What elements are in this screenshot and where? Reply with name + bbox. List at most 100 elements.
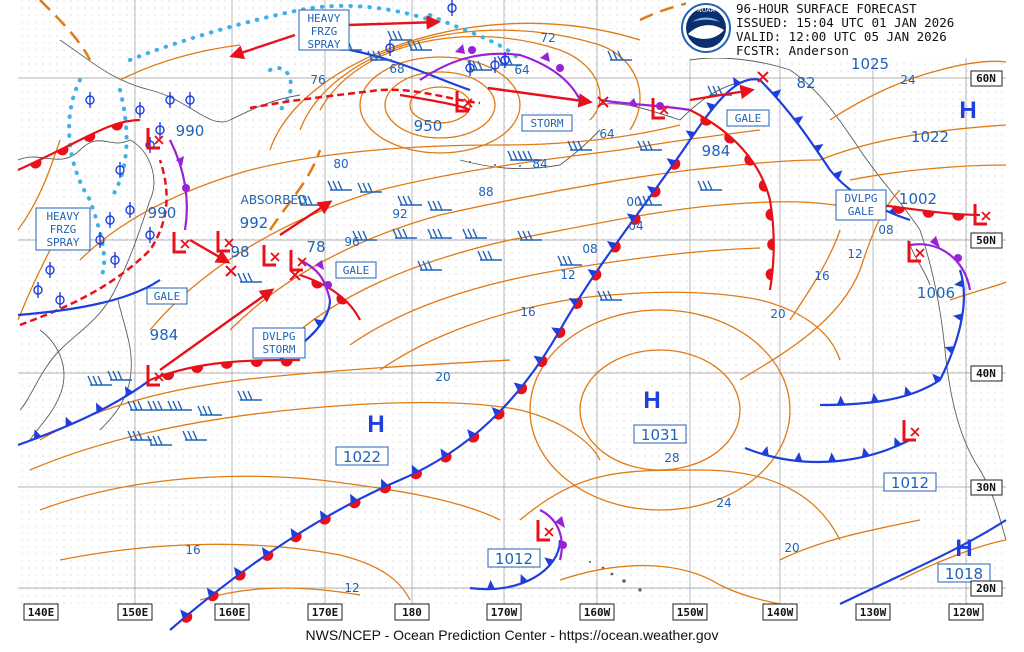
warm-fronts [17,93,981,382]
isobar-value: 00 [626,195,641,209]
lon-label: 180 [402,606,422,619]
lon-label: 140E [28,606,55,619]
logo-text: NOAA [697,7,715,14]
pressure-value: 990 [176,122,205,140]
isobar-value: 12 [560,268,575,282]
lat-label: 40N [976,367,996,380]
high-symbols: H H H H [367,97,976,562]
lon-label: 160E [219,606,246,619]
forecast-header: 96-HOUR SURFACE FORECAST ISSUED: 15:04 U… [686,0,1006,58]
pressure-value: 984 [150,326,179,344]
warning-label: GALE [343,264,370,277]
pressure-value: 98 [230,243,249,261]
isobar-value: 84 [532,157,547,171]
isobar-value: 24 [716,496,731,510]
isobar-value: 08 [878,223,893,237]
isobar-value: 1025 [851,55,889,73]
high-center-H: H [955,535,972,562]
low-center-L [651,98,669,120]
lon-label: 150E [122,606,149,619]
lon-label: 120W [953,606,980,619]
lon-label: 150W [677,606,704,619]
pressure-value: 1031 [641,426,679,444]
low-center-L [536,520,554,542]
isobar-value: 80 [333,157,348,171]
isobar-value: 16 [185,543,200,557]
header-issued: ISSUED: 15:04 UTC 01 JAN 2026 [736,15,954,30]
pressure-value: 1006 [917,284,955,302]
lon-label: 170E [312,606,339,619]
warning-label: DVLPG GALE [844,192,877,218]
isobar-labels: 72 64 64 68 76 80 84 88 92 96 00 04 08 08 12 12 16 16 16 20… [185,31,915,595]
low-center-L [146,128,164,150]
pressure-value: 1012 [891,474,929,492]
isobar-value: 92 [392,207,407,221]
coastlines [17,39,1007,541]
pressure-value: 1022 [911,128,949,146]
pressure-value: 1018 [945,565,983,583]
isobar-value: 68 [389,62,404,76]
isobar-value: 24 [900,73,915,87]
lat-label: 20N [976,582,996,595]
lat-label: 30N [976,481,996,494]
lon-label: 140W [767,606,794,619]
isobar-value: 08 [582,242,597,256]
low-center-L [172,232,190,254]
isobar-value: 64 [599,127,614,141]
isobar-value: 88 [478,185,493,199]
high-center-H: H [643,387,660,414]
warning-label: STORM [530,117,563,130]
pressure-value: 992 [240,214,269,232]
isobar-value: 20 [784,541,799,555]
isobar-value: 16 [520,305,535,319]
occluded-symbols [176,44,962,549]
lon-label: 160W [584,606,611,619]
low-center-L [902,420,920,442]
low-center-L [455,91,473,113]
isobar-value: 04 [628,219,643,233]
warning-label: GALE [154,290,181,303]
pressure-labels: 1031 1022 1022 1018 950 984 990 990 992 98 78 984 10… [148,117,991,583]
axis-labels: 140E 150E 160E 170E 180 170W 160W 150W 140W 130W 1… [23,70,1003,621]
isobar-value: 12 [847,247,862,261]
header-valid: VALID: 12:00 UTC 05 JAN 2026 [736,29,947,44]
trough-lines [39,0,701,231]
pressure-value: 990 [148,204,177,222]
cold-fronts [17,48,1007,631]
pressure-value: 1012 [495,550,533,568]
warning-label: HEAVY FRZG SPRAY [46,210,79,249]
header-title: 96-HOUR SURFACE FORECAST [736,1,917,16]
isobars [17,0,1007,605]
low-center-L [146,365,164,387]
isobar-value: 96 [344,235,359,249]
warning-label: HEAVY FRZG SPRAY [307,12,340,51]
noaa-logo: NOAA [681,3,731,53]
pressure-value: 1022 [343,448,381,466]
low-symbols [146,91,991,542]
isobar-value: 82 [796,74,815,92]
low-center-L [262,245,280,267]
storm-track-arrows [159,15,755,371]
low-center-L [973,204,991,226]
lat-label: 60N [976,72,996,85]
isobar-value: 20 [435,370,450,384]
pressure-value: 950 [414,117,443,135]
low-center-L [907,241,925,263]
past-position-x [225,71,769,281]
high-center-H: H [367,411,384,438]
high-center-H: H [959,97,976,124]
isobar-value: 20 [770,307,785,321]
isobar-value: 16 [814,269,829,283]
pressure-value: 984 [702,142,731,160]
header-forecaster: FCSTR: Anderson [736,43,849,58]
lon-label: 130W [860,606,887,619]
warning-label: GALE [735,112,762,125]
warning-boxes: HEAVY FRZG SPRAY HEAVY FRZG SPRAY STORM GALE GAL… [35,9,887,359]
low-center-L [216,231,234,253]
low-center-L [289,250,307,272]
wind-barbs [33,0,732,446]
pressure-value: 1002 [899,190,937,208]
warm-front-semicircles [30,116,965,623]
warning-label: DVLPG STORM [262,330,295,356]
